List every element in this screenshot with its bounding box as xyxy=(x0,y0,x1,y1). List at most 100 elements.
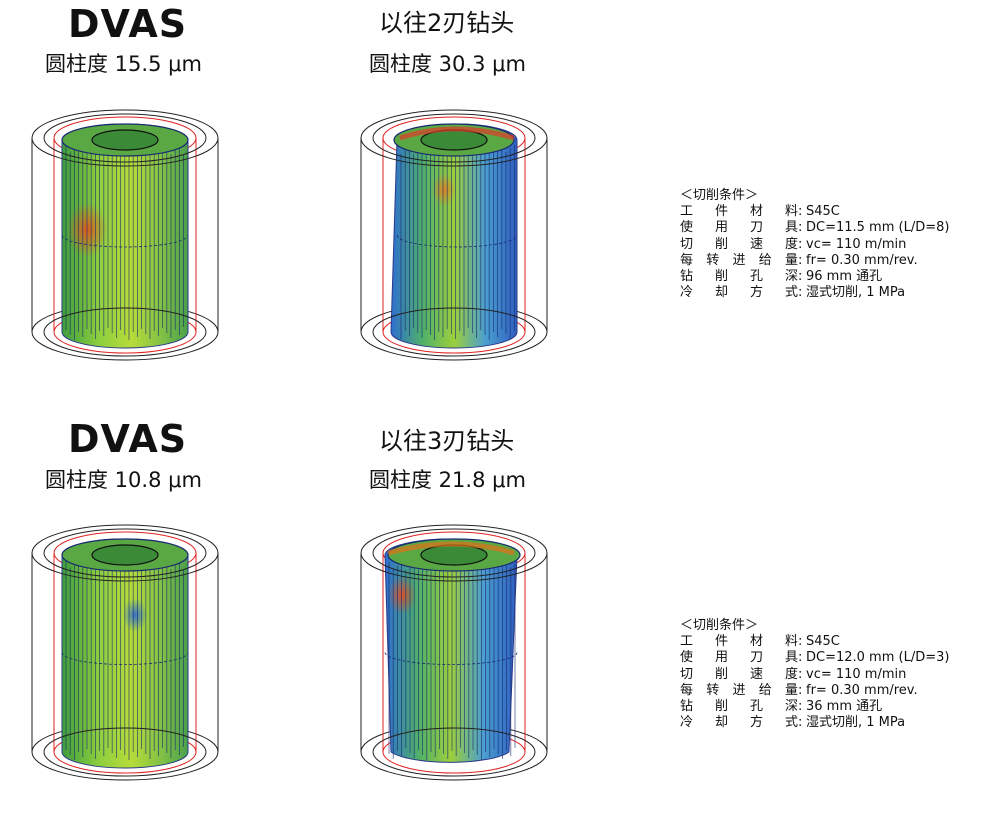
outer-frame-top-front xyxy=(360,137,548,167)
condition-colon: : xyxy=(798,285,803,301)
condition-key-char: 钻 xyxy=(680,269,694,285)
condition-key-char: 用 xyxy=(714,650,728,666)
condition-key-char: 却 xyxy=(714,715,728,731)
condition-key: 切削速度 xyxy=(680,237,798,253)
outer-frame-top-front xyxy=(31,137,219,167)
condition-row: 冷 却 方 式: 湿式切削, 1 MPa xyxy=(680,285,949,301)
condition-key-char: 具 xyxy=(784,220,798,236)
condition-key-char: 削 xyxy=(714,269,728,285)
outer-frame-top-inner xyxy=(372,528,536,578)
condition-key: 每转进给量 xyxy=(680,253,798,269)
condition-value: S45C xyxy=(806,204,840,220)
condition-colon: : xyxy=(798,204,803,220)
scan-lines xyxy=(65,145,185,340)
condition-key: 钻削孔深 xyxy=(680,269,798,285)
condition-key-char: 刀 xyxy=(749,650,763,666)
condition-key: 使用刀具 xyxy=(680,220,798,236)
bore-inner-circle xyxy=(91,544,159,566)
outer-frame-bottom-inner xyxy=(372,307,536,357)
panel-3-cylindricity: 圆柱度 10.8 μm xyxy=(45,468,202,492)
condition-colon: : xyxy=(798,252,803,268)
condition-key: 工件材料 xyxy=(680,204,798,220)
outer-frame-top-back xyxy=(31,109,219,139)
outer-frame-top-inner xyxy=(43,113,207,163)
condition-row: 钻 削 孔 深:36 mm 通孔 xyxy=(680,699,949,715)
condition-value: vc= 110 m/min xyxy=(806,666,907,682)
condition-row: 使 用 刀 具: DC=12.0 mm (L/D=3) xyxy=(680,650,949,666)
condition-key-char: 方 xyxy=(749,285,763,301)
outer-frame-top-inner xyxy=(372,113,536,163)
condition-colon: : xyxy=(798,650,803,666)
condition-key-char: 使 xyxy=(680,220,694,236)
outer-frame-top-front xyxy=(360,552,548,582)
condition-key-char: 度 xyxy=(784,666,798,682)
condition-key-char: 深 xyxy=(784,699,798,715)
condition-key-char: 转 xyxy=(706,252,720,268)
condition-row: 使 用 刀 具: DC=11.5 mm (L/D=8) xyxy=(680,220,949,236)
condition-key: 钻削孔深 xyxy=(680,699,798,715)
conditions-1: ＜切削条件＞工件材料: S45C 使用刀具: DC=11.5 mm (L/D=8) 切削… xyxy=(680,188,949,301)
condition-key-char: 度 xyxy=(784,236,798,252)
measured-surface xyxy=(390,123,518,349)
mid-section-line xyxy=(61,234,189,248)
condition-row: 切 削 速 度: vc= 110 m/min xyxy=(680,237,949,253)
condition-colon: : xyxy=(798,666,803,682)
condition-key-char: 切 xyxy=(680,236,694,252)
condition-row: 切 削 速 度: vc= 110 m/min xyxy=(680,667,949,683)
condition-key-char: 削 xyxy=(714,666,728,682)
deviation-hotspot xyxy=(432,173,456,207)
panel-2-cylindricity: 圆柱度 30.3 μm xyxy=(369,52,526,76)
deviation-hotspot xyxy=(123,598,147,632)
condition-colon: : xyxy=(798,236,803,252)
condition-key-char: 工 xyxy=(680,634,694,650)
condition-key-char: 进 xyxy=(732,682,746,698)
condition-key-char: 速 xyxy=(749,666,763,682)
condition-key-char: 给 xyxy=(758,252,772,268)
condition-key-char: 孔 xyxy=(749,269,763,285)
outer-frame-bottom-front xyxy=(31,331,219,361)
condition-key-char: 速 xyxy=(749,236,763,252)
condition-row: 工 件 材 料: S45C xyxy=(680,204,949,220)
condition-row: 每转进给量: fr= 0.30 mm/rev. xyxy=(680,253,949,269)
panel-2-cylinder-plot xyxy=(354,90,554,375)
condition-colon: : xyxy=(798,634,803,650)
condition-key-char: 量 xyxy=(784,682,798,698)
condition-key-char: 量 xyxy=(784,252,798,268)
condition-key: 冷却方式 xyxy=(680,285,798,301)
conditions-2: ＜切削条件＞工件材料: S45C 使用刀具: DC=12.0 mm (L/D=3) 切削… xyxy=(680,618,949,731)
condition-key-char: 用 xyxy=(714,220,728,236)
condition-key-char: 冷 xyxy=(680,285,694,301)
scan-lines xyxy=(65,560,185,760)
condition-value: 96 mm 通孔 xyxy=(806,269,883,285)
condition-colon: : xyxy=(798,715,803,731)
condition-row: 每转进给量: fr= 0.30 mm/rev. xyxy=(680,683,949,699)
condition-key-char: 削 xyxy=(714,699,728,715)
panel-1-title: DVAS xyxy=(68,2,188,46)
condition-colon: : xyxy=(798,699,803,715)
condition-key-char: 进 xyxy=(732,252,746,268)
bore-inner-circle xyxy=(91,129,159,151)
condition-key-char: 使 xyxy=(680,650,694,666)
condition-key-char: 切 xyxy=(680,666,694,682)
condition-key-char: 却 xyxy=(714,285,728,301)
scan-lines xyxy=(388,559,516,760)
condition-key-char: 工 xyxy=(680,204,694,220)
condition-value: fr= 0.30 mm/rev. xyxy=(806,252,918,268)
condition-key-char: 冷 xyxy=(680,715,694,731)
outer-frame-bottom-front xyxy=(360,331,548,361)
condition-key-char: 件 xyxy=(714,204,728,220)
condition-colon: : xyxy=(798,269,803,285)
scan-lines xyxy=(400,144,515,340)
condition-value: 36 mm 通孔 xyxy=(806,699,883,715)
condition-key-char: 式 xyxy=(784,285,798,301)
condition-key-char: 每 xyxy=(680,682,694,698)
condition-value: fr= 0.30 mm/rev. xyxy=(806,682,918,698)
outer-frame-bottom-inner xyxy=(372,727,536,777)
outer-frame-bottom-front xyxy=(360,751,548,781)
outer-frame-bottom-inner xyxy=(43,727,207,777)
rim-deviation xyxy=(399,126,515,141)
condition-row: 工 件 材 料: S45C xyxy=(680,634,949,650)
outer-frame-bottom-inner xyxy=(43,307,207,357)
condition-value: DC=12.0 mm (L/D=3) xyxy=(806,650,950,666)
bore-inner-circle xyxy=(420,544,488,566)
